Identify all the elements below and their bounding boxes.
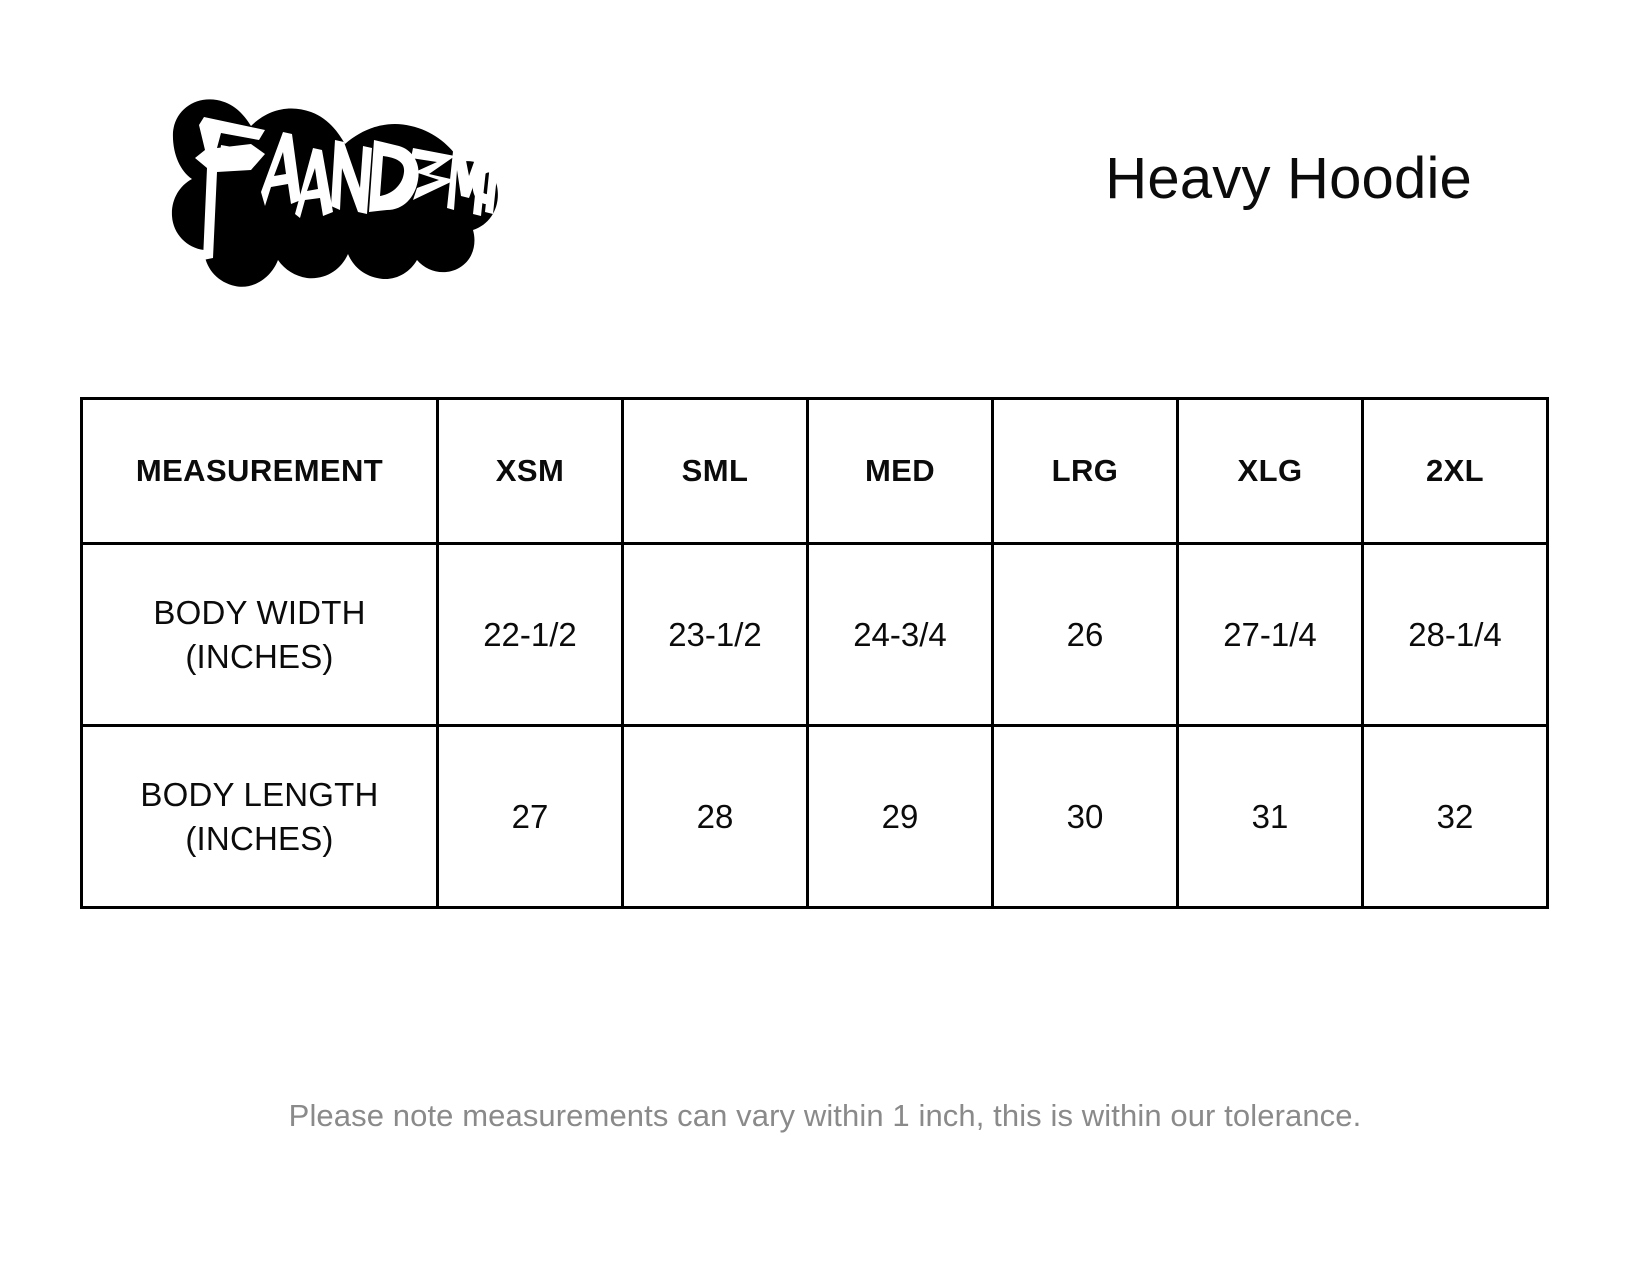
cell-body-length-med: 29 [806, 724, 994, 909]
row-label-line-1: BODY LENGTH [140, 775, 379, 813]
page-header: Heavy Hoodie [0, 0, 1650, 340]
column-header-med: MED [806, 397, 994, 545]
cell-body-width-sml: 23-1/2 [621, 542, 809, 727]
table-header-row: MEASUREMENT XSM SML MED LRG XLG 2XL [80, 397, 1549, 545]
cell-body-width-med: 24-3/4 [806, 542, 994, 727]
column-header-xlg: XLG [1176, 397, 1364, 545]
cell-body-width-xsm: 22-1/2 [436, 542, 624, 727]
pandemic-graffiti-logo [155, 88, 505, 303]
column-header-2xl: 2XL [1361, 397, 1549, 545]
cell-body-length-xlg: 31 [1176, 724, 1364, 909]
row-label-body-length: BODY LENGTH (INCHES) [80, 724, 439, 909]
row-label-line-2: (INCHES) [185, 637, 334, 675]
table-row: BODY LENGTH (INCHES) 27 28 29 30 31 32 [80, 724, 1549, 909]
cell-body-length-2xl: 32 [1361, 724, 1549, 909]
cell-body-length-sml: 28 [621, 724, 809, 909]
column-header-xsm: XSM [436, 397, 624, 545]
page-title: Heavy Hoodie [1105, 146, 1472, 211]
row-label-line-2: (INCHES) [185, 819, 334, 857]
column-header-measurement: MEASUREMENT [80, 397, 439, 545]
size-chart-table: MEASUREMENT XSM SML MED LRG XLG 2XL BODY… [80, 397, 1549, 909]
tolerance-note: Please note measurements can vary within… [288, 1098, 1362, 1133]
table-body: BODY WIDTH (INCHES) 22-1/2 23-1/2 24-3/4… [80, 542, 1549, 909]
row-label-line-1: BODY WIDTH [153, 593, 366, 631]
cell-body-width-lrg: 26 [991, 542, 1179, 727]
table-row: BODY WIDTH (INCHES) 22-1/2 23-1/2 24-3/4… [80, 542, 1549, 727]
size-chart-table-container: MEASUREMENT XSM SML MED LRG XLG 2XL BODY… [80, 397, 1549, 909]
column-header-sml: SML [621, 397, 809, 545]
cell-body-length-lrg: 30 [991, 724, 1179, 909]
column-header-lrg: LRG [991, 397, 1179, 545]
table-header: MEASUREMENT XSM SML MED LRG XLG 2XL [80, 397, 1549, 545]
cell-body-length-xsm: 27 [436, 724, 624, 909]
row-label-body-width: BODY WIDTH (INCHES) [80, 542, 439, 727]
cell-body-width-xlg: 27-1/4 [1176, 542, 1364, 727]
cell-body-width-2xl: 28-1/4 [1361, 542, 1549, 727]
